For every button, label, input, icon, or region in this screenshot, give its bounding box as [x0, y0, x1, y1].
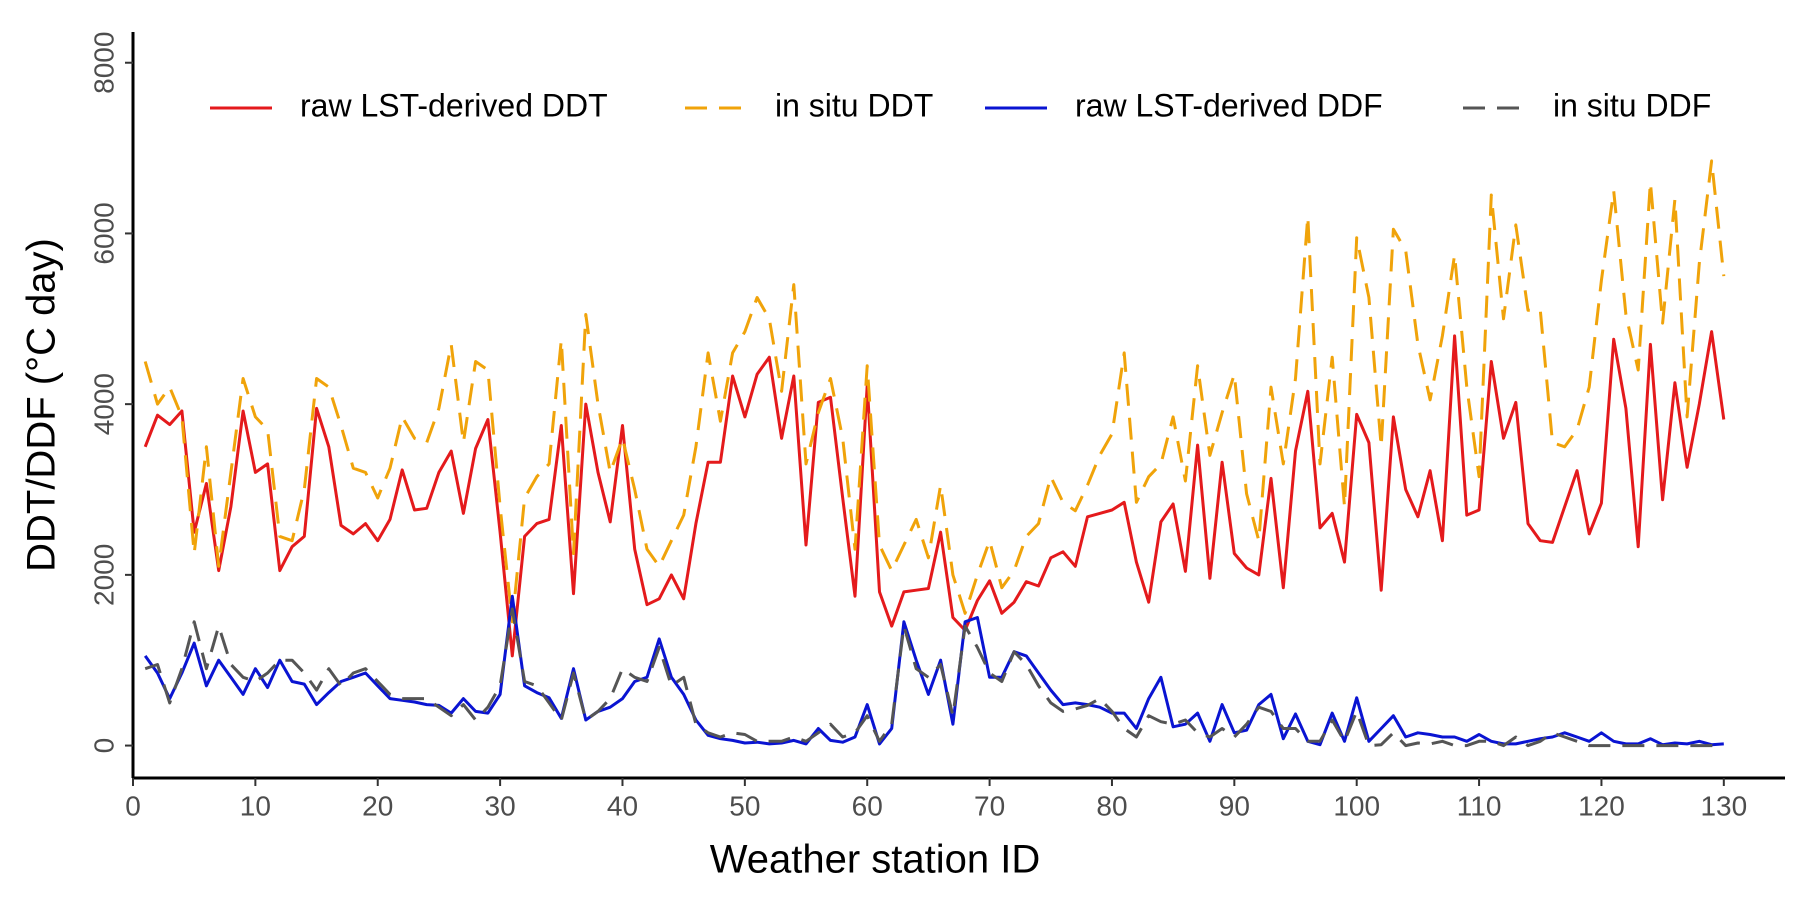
- y-axis-title: DDT/DDF (°C day): [20, 238, 64, 572]
- x-tick-label: 60: [852, 790, 883, 821]
- x-tick-label: 30: [485, 790, 516, 821]
- x-tick-label: 130: [1700, 790, 1747, 821]
- x-tick-label: 90: [1219, 790, 1250, 821]
- x-tick-label: 50: [729, 790, 760, 821]
- x-tick-label: 20: [362, 790, 393, 821]
- y-tick-label: 0: [88, 738, 119, 754]
- y-tick-label: 4000: [88, 373, 119, 435]
- series-line: [143, 159, 1726, 624]
- legend-label: in situ DDT: [775, 87, 933, 123]
- legend-label: raw LST-derived DDF: [1075, 87, 1383, 123]
- y-tick-label: 6000: [88, 202, 119, 264]
- y-tick-label: 2000: [88, 544, 119, 606]
- legend-label: raw LST-derived DDT: [300, 87, 608, 123]
- x-tick-label: 100: [1333, 790, 1380, 821]
- x-tick-label: 70: [974, 790, 1005, 821]
- x-tick-label: 0: [125, 790, 141, 821]
- x-tick-label: 10: [240, 790, 271, 821]
- x-tick-label: 80: [1096, 790, 1127, 821]
- series-line: [143, 594, 1724, 747]
- x-tick-label: 40: [607, 790, 638, 821]
- y-tick-label: 8000: [88, 32, 119, 94]
- legend-label: in situ DDF: [1553, 87, 1711, 123]
- x-tick-label: 110: [1457, 790, 1502, 821]
- series-line: [144, 607, 1724, 748]
- x-axis-title: Weather station ID: [710, 838, 1041, 882]
- series-line: [143, 330, 1726, 658]
- x-tick-label: 120: [1578, 790, 1625, 821]
